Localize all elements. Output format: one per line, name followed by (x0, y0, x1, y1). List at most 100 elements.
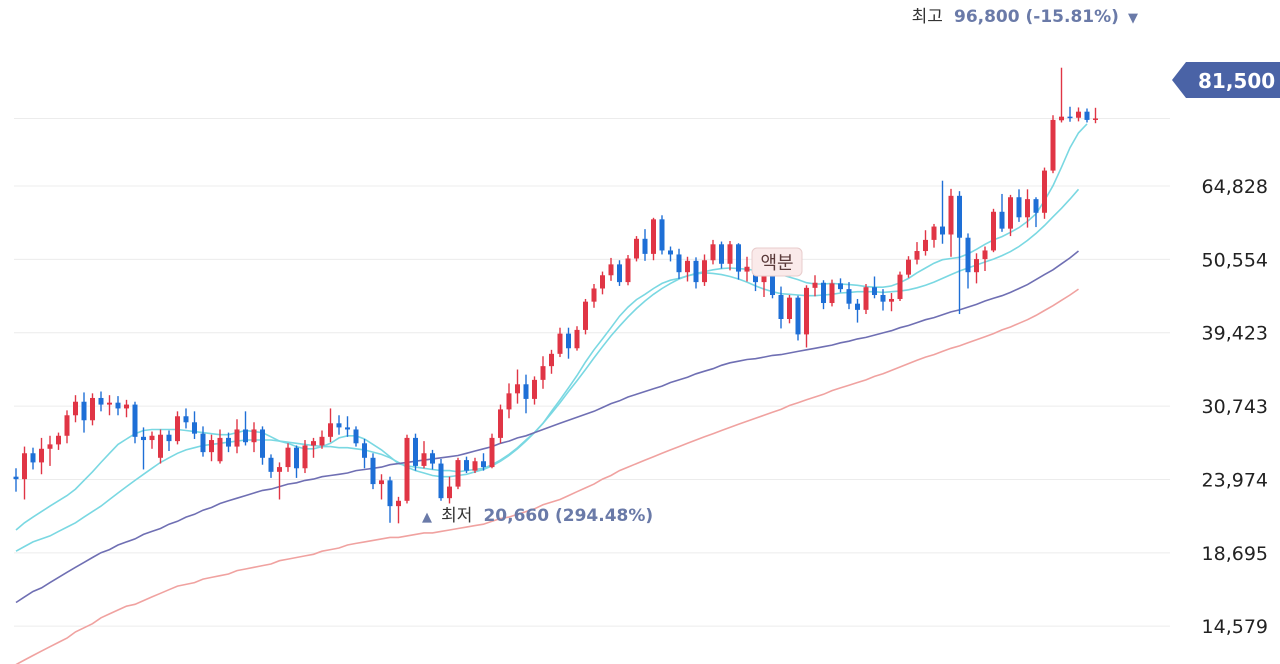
candle (880, 289, 886, 311)
ma-line-2 (15, 250, 1080, 604)
candle-body (583, 301, 588, 330)
candle-body (430, 453, 435, 464)
candle (1042, 167, 1047, 219)
ma-line-3 (15, 288, 1079, 664)
candle (132, 401, 138, 444)
candle (481, 453, 486, 471)
candle-body (353, 429, 359, 444)
candle (1076, 107, 1081, 122)
candle-body (625, 258, 631, 283)
current-price-label: 81,500 (1198, 69, 1275, 93)
candle (438, 458, 444, 501)
candle (957, 191, 962, 315)
candle-body (387, 480, 393, 507)
candle-body (489, 437, 495, 468)
candle-body (965, 237, 971, 273)
candle (447, 476, 452, 504)
candle (370, 453, 376, 490)
candle-body (73, 401, 78, 416)
candle (56, 432, 61, 450)
candle-body (81, 401, 87, 421)
candle-body (855, 303, 860, 310)
candle (141, 427, 146, 470)
candle (617, 260, 622, 286)
candle (931, 223, 937, 248)
candle (625, 255, 631, 286)
candle (149, 431, 155, 449)
candle (302, 440, 308, 474)
y-tick-label: 30,743 (1202, 396, 1268, 418)
candle-body (464, 460, 469, 471)
candle-body (22, 453, 27, 480)
candle (736, 243, 741, 280)
candle-body (345, 427, 350, 430)
candle (387, 476, 393, 523)
candle-body (362, 443, 367, 458)
candle (30, 447, 36, 470)
candle-body (234, 429, 240, 447)
candle-body (336, 423, 342, 428)
candle-body (651, 219, 656, 254)
candle (965, 233, 971, 289)
candle (583, 298, 588, 335)
candle (897, 271, 903, 301)
candle (923, 230, 928, 256)
candle (914, 242, 920, 265)
candle (379, 474, 384, 500)
candle (192, 411, 197, 439)
candle-body (166, 434, 172, 442)
candle (668, 246, 673, 262)
candle (651, 217, 656, 261)
candle (557, 327, 563, 358)
candle-body (455, 460, 461, 487)
candle (1059, 67, 1064, 123)
candle (787, 294, 792, 324)
adjustment-event: 액분 (751, 247, 803, 277)
candle-body (1076, 111, 1081, 118)
current-price-badge: 81,500 (1172, 62, 1280, 98)
candle-body (47, 444, 53, 449)
candle (158, 429, 163, 464)
candle (506, 383, 512, 419)
candle (974, 253, 979, 284)
candle-body (702, 260, 707, 283)
candle (64, 410, 70, 444)
candle-body (217, 437, 223, 462)
candle (200, 426, 206, 457)
candle-body (710, 244, 716, 261)
candle (829, 279, 835, 307)
candle-body (736, 244, 741, 272)
candle-body (98, 397, 104, 405)
candle-body (1093, 118, 1098, 120)
candle (345, 416, 350, 437)
candle-body (209, 440, 214, 453)
current-price-badge-shape (1172, 62, 1280, 98)
candle (948, 188, 954, 257)
candle (421, 441, 427, 469)
candle (73, 395, 78, 423)
candle (243, 411, 248, 446)
candle-body (685, 260, 690, 273)
y-tick-label: 50,554 (1202, 249, 1268, 271)
candle (863, 284, 869, 315)
candle-body (183, 416, 189, 423)
candle-body (200, 433, 206, 453)
candle (574, 326, 580, 351)
candles (13, 67, 1098, 524)
candle (234, 419, 240, 454)
candle-body (481, 461, 486, 468)
candle-body (226, 437, 231, 447)
candle-body (515, 384, 520, 394)
candle-body (421, 453, 427, 466)
candle (209, 434, 214, 462)
candle-body (914, 251, 920, 260)
candle (634, 236, 639, 262)
candle-body (948, 195, 954, 235)
candle-body (1008, 197, 1013, 229)
candle-body (294, 447, 299, 469)
candle-body (141, 436, 146, 441)
candle-body (821, 282, 826, 304)
candle (804, 285, 809, 348)
candle (498, 404, 503, 444)
